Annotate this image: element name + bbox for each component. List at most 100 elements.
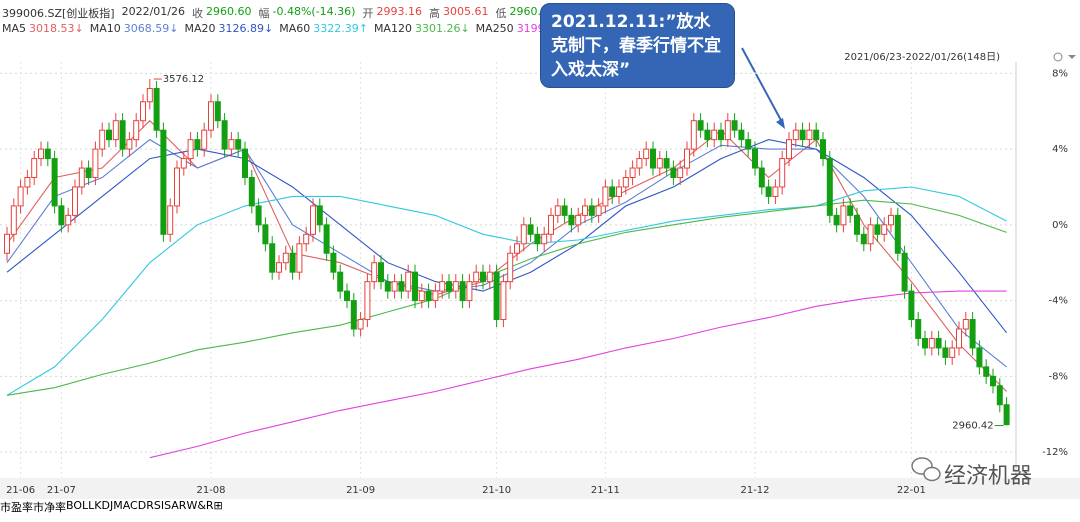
- x-tick-label: 21-06: [6, 485, 35, 496]
- candle-body: [541, 233, 548, 245]
- quote-value: -0.48%(-14.36): [272, 5, 356, 18]
- candle-body: [602, 186, 609, 207]
- legend-value: 3322.39↑: [313, 22, 368, 35]
- candle-body: [575, 214, 582, 226]
- candle-body: [711, 129, 718, 141]
- candle-body: [119, 120, 126, 150]
- quote-item: 高 3005.61: [429, 5, 489, 21]
- candle-body: [493, 271, 500, 321]
- candle-body: [337, 271, 344, 292]
- candle-body: [752, 148, 758, 169]
- quote-label: 高: [428, 7, 440, 20]
- candle-body: [459, 281, 466, 302]
- candle-body: [486, 271, 493, 283]
- candle-body: [554, 205, 561, 216]
- candle-body: [371, 262, 378, 283]
- candle-body: [296, 243, 303, 273]
- candle-body: [833, 214, 840, 226]
- tab[interactable]: KDJ: [94, 499, 114, 512]
- candle-body: [690, 120, 697, 150]
- candle-body: [636, 158, 643, 169]
- candle-body: [779, 158, 786, 188]
- candle-body: [942, 347, 949, 358]
- ma-line: [6, 119, 1007, 392]
- quote-value: 2993.16: [376, 5, 422, 18]
- y-tick-label: -4%: [1049, 296, 1068, 307]
- watermark: 经济机器: [944, 464, 1033, 489]
- tab[interactable]: MACD: [113, 499, 147, 512]
- tab[interactable]: ⊞: [213, 499, 223, 512]
- dropdown-icon[interactable]: [1068, 55, 1076, 59]
- candle-body: [112, 120, 119, 141]
- quote-label: 开: [362, 7, 374, 20]
- candle-body: [799, 129, 806, 141]
- candle-body: [514, 243, 520, 254]
- candle-body: [92, 148, 99, 179]
- candle-body: [310, 205, 316, 235]
- candle-body: [792, 129, 799, 141]
- candle-body: [378, 262, 384, 283]
- candle-body: [228, 139, 235, 150]
- candle-body: [990, 375, 996, 387]
- candle-body: [146, 88, 153, 103]
- candle-body: [106, 129, 112, 141]
- candle-body: [697, 120, 704, 131]
- candle-body: [731, 120, 738, 131]
- candle-body: [758, 167, 765, 188]
- candle-body: [446, 281, 452, 292]
- candle-body: [677, 167, 684, 179]
- candle-body: [58, 205, 65, 226]
- y-tick-label: 8%: [1052, 68, 1068, 79]
- legend-entry: MA10 3068.59↓: [90, 22, 179, 35]
- candle-body: [616, 186, 622, 197]
- candle-body: [276, 262, 282, 273]
- candle-body: [847, 205, 854, 216]
- candle-body: [888, 214, 894, 226]
- candle-body: [160, 129, 167, 235]
- candle-body: [405, 271, 412, 292]
- candle-body: [72, 186, 78, 216]
- y-tick-label: -12%: [1042, 447, 1068, 458]
- quote-item: 收 2960.60: [192, 5, 252, 21]
- candle-body: [330, 252, 337, 273]
- candle-body: [480, 271, 486, 283]
- candle-body: [214, 101, 221, 122]
- legend-name: MA60: [279, 22, 311, 35]
- candle-body: [269, 243, 276, 273]
- quote-item: 开 2993.16: [362, 5, 422, 21]
- indicator-tabs: 市盈率 市净率 BOLL KDJ MACD RSI SAR W&R ⊞: [0, 499, 223, 522]
- candle-body: [996, 385, 1003, 406]
- candle-body: [174, 167, 180, 207]
- candle-body: [262, 224, 269, 245]
- settings-icon[interactable]: [1053, 52, 1063, 62]
- legend-name: MA120: [373, 22, 412, 35]
- annotation: 3576.12: [163, 74, 204, 85]
- tab[interactable]: 市净率: [33, 501, 66, 514]
- candle-body: [500, 281, 507, 321]
- candle-body: [772, 186, 779, 197]
- ma-legend: MA5 3018.53↓ MA10 3068.59↓ MA20 3126.89↓ MA60 3…: [2, 22, 571, 35]
- tab[interactable]: BOLL: [66, 499, 95, 512]
- tab[interactable]: W&R: [186, 499, 214, 512]
- candle-body: [670, 167, 677, 179]
- candle-body: [38, 148, 44, 160]
- tab[interactable]: 市盈率: [0, 501, 33, 514]
- candle-body: [303, 233, 310, 245]
- tab[interactable]: SAR: [164, 499, 187, 512]
- candle-body: [561, 205, 568, 216]
- candle-body: [534, 233, 541, 245]
- tab[interactable]: RSI: [146, 499, 165, 512]
- candle-body: [180, 158, 187, 169]
- candle-body: [908, 290, 915, 321]
- candle-body: [724, 120, 731, 141]
- candle-body: [364, 281, 371, 321]
- y-tick-label: 4%: [1052, 144, 1068, 155]
- candle-body: [949, 347, 956, 358]
- candle-body: [425, 290, 432, 302]
- legend-name: MA5: [2, 22, 27, 35]
- candle-body: [126, 139, 133, 150]
- legend-value: 3018.53↓: [29, 22, 84, 35]
- candle-body: [452, 281, 459, 292]
- y-tick-label: -8%: [1049, 371, 1068, 382]
